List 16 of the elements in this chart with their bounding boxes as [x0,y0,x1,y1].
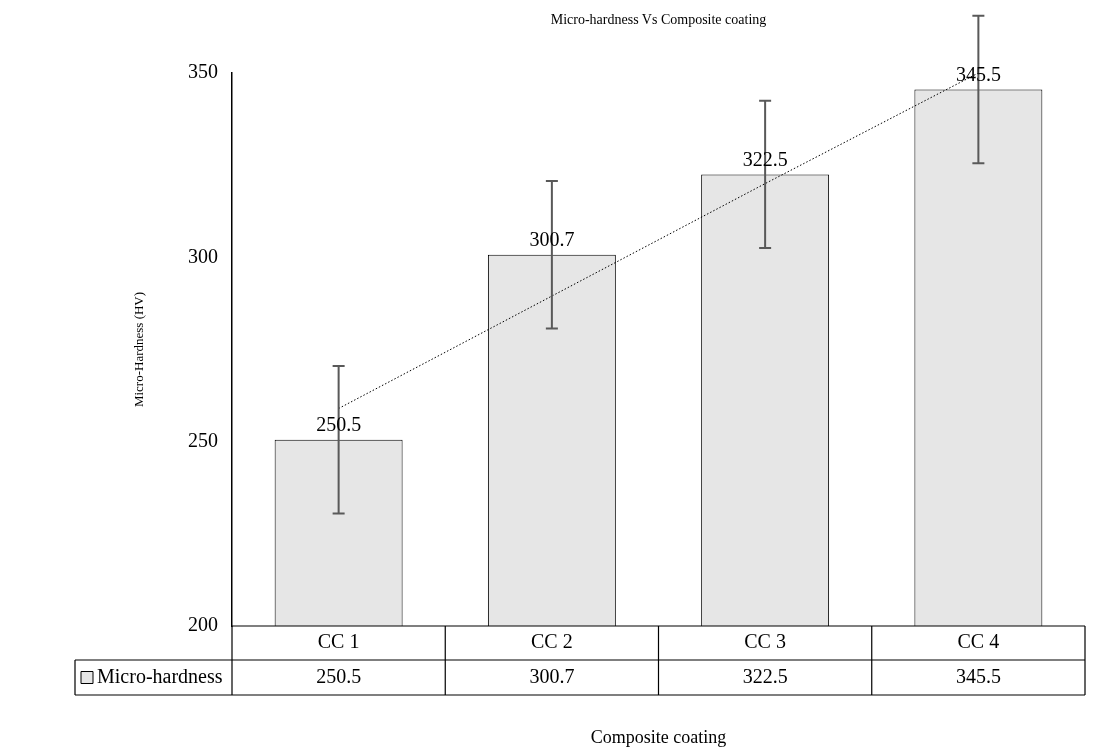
x-tick-label: CC 3 [744,630,786,653]
y-axis-title: Micro-Hardness (HV) [131,291,147,408]
x-tick-label: CC 2 [531,630,573,653]
chart-title: Micro-hardness Vs Composite coating [550,11,767,27]
data-label: 300.7 [529,664,575,687]
data-label: 322.5 [742,664,788,687]
legend-label: Micro-hardness [97,664,223,687]
x-tick-label: CC 4 [957,630,1000,653]
y-tick-label: 200 [188,613,218,636]
data-label: 250.5 [316,664,362,687]
x-tick-label: CC 1 [317,630,360,653]
y-tick-label: 250 [188,428,218,451]
data-label: 345.5 [955,664,1001,687]
y-tick-label: 300 [188,244,218,267]
y-tick-label: 350 [188,60,218,83]
x-axis-title: Composite coating [590,726,727,747]
